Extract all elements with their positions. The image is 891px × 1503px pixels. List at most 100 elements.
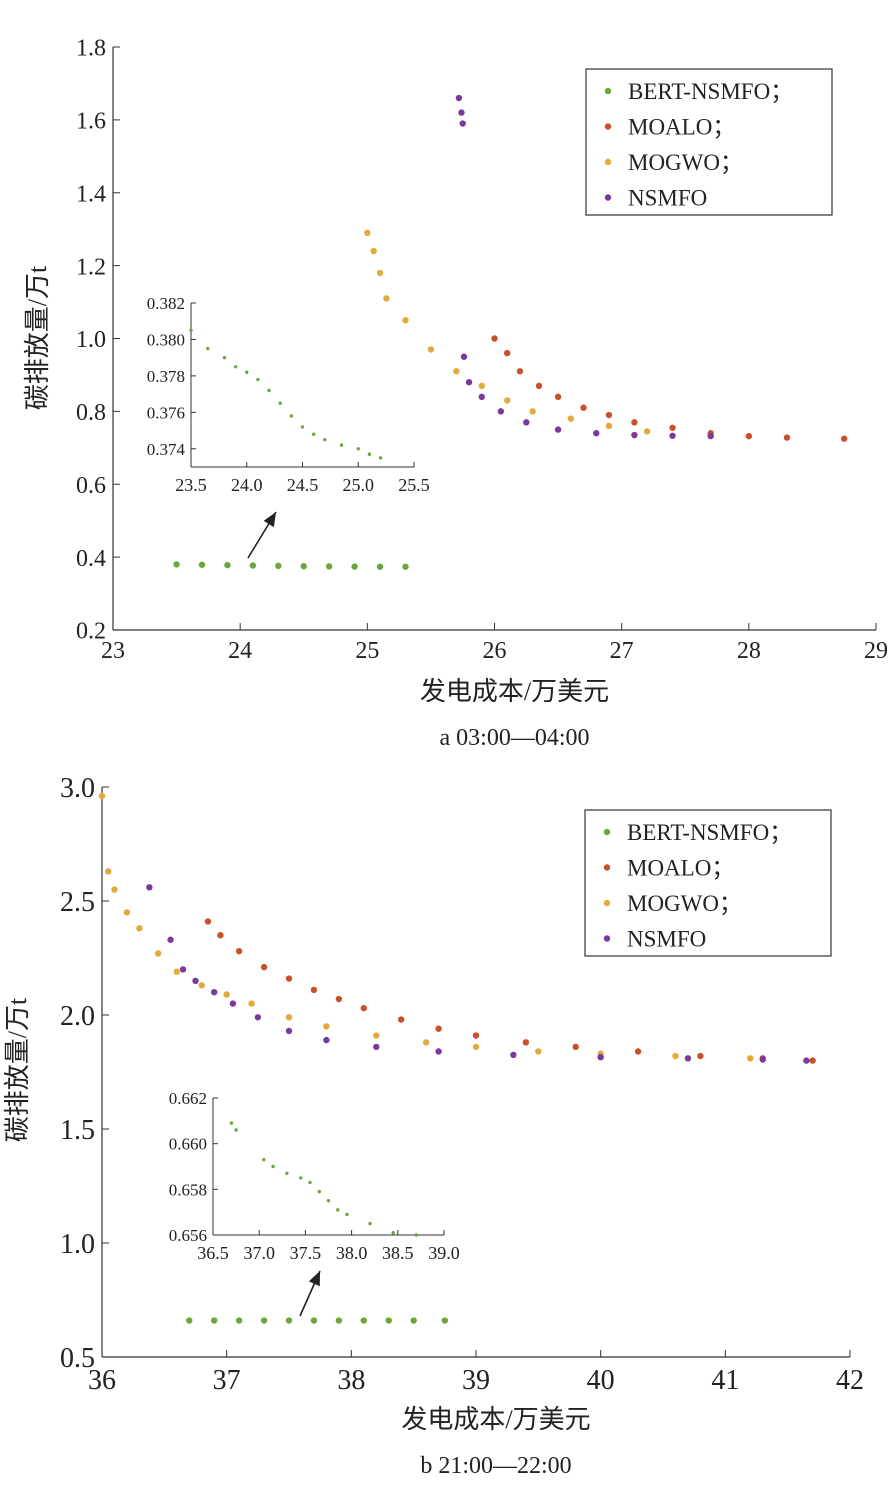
inset-point [336, 1208, 340, 1212]
legend-label: MOALO； [627, 856, 734, 881]
inset-point [206, 346, 210, 351]
inset-point [233, 365, 238, 369]
x-tick-label: 36 [88, 1365, 116, 1396]
inset-point [414, 1233, 418, 1237]
x-tick-label: 28 [737, 638, 761, 664]
x-tick-label: 40 [587, 1365, 615, 1396]
legend-marker [604, 123, 612, 130]
inset-point [289, 414, 294, 418]
inset-point [367, 452, 372, 456]
point-mogwo [173, 968, 180, 975]
point-nsmfo [435, 1048, 442, 1055]
point-nsmfo [192, 977, 199, 984]
inset-x-tick-label: 24.0 [231, 475, 263, 495]
point-moalo [472, 1032, 480, 1039]
point-moalo [204, 918, 212, 925]
x-axis-label: 发电成本/万美元 [420, 677, 609, 706]
inset-x-tick-label: 38.5 [382, 1243, 414, 1263]
y-tick-label: 0.8 [76, 400, 106, 426]
inset-x-tick-label: 39.0 [428, 1243, 460, 1263]
point-mogwo [323, 1023, 330, 1030]
point-mogwo [504, 397, 511, 404]
inset-x-tick-label: 23.5 [175, 475, 207, 495]
inset-point [256, 377, 260, 382]
point-nsmfo [254, 1014, 262, 1021]
inset-point [285, 1171, 289, 1176]
point-nsmfo [465, 379, 473, 386]
inset-point [262, 1157, 266, 1162]
point-nsmfo [497, 408, 505, 415]
point-bert-nsmfo [186, 1317, 193, 1324]
legend-box [585, 68, 833, 216]
inset-point [356, 447, 360, 451]
y-axis-label: 碳排放量/万t [3, 997, 32, 1142]
inset-point [339, 443, 344, 447]
inset-point [245, 370, 249, 374]
point-bert-nsmfo [376, 563, 384, 570]
legend-marker [604, 87, 612, 95]
inset-y-tick-label: 0.656 [169, 1226, 207, 1245]
point-moalo [516, 368, 524, 375]
inset-point [189, 328, 193, 333]
point-moalo [783, 434, 791, 441]
legend-label: NSMFO [628, 186, 707, 211]
point-mogwo [422, 1039, 430, 1046]
point-mogwo [136, 925, 143, 932]
y-tick-label: 0.5 [60, 1343, 95, 1374]
inset-y-tick-label: 0.660 [169, 1135, 207, 1154]
point-mogwo [605, 422, 613, 430]
point-bert-nsmfo [402, 563, 409, 570]
inset-point [323, 437, 327, 442]
inset-y-tick-label: 0.374 [147, 440, 186, 459]
y-tick-label: 3.0 [60, 773, 95, 804]
y-tick-label: 1.0 [76, 327, 106, 353]
point-moalo [522, 1039, 530, 1046]
point-mogwo [402, 317, 409, 324]
legend-box [584, 809, 832, 957]
point-bert-nsmfo [173, 561, 180, 568]
point-moalo [435, 1025, 442, 1032]
inset-x-tick-label: 25.5 [398, 475, 430, 495]
point-bert-nsmfo [441, 1317, 449, 1324]
legend-marker [604, 158, 612, 166]
inset-point [234, 1128, 238, 1132]
legend-marker [604, 194, 612, 201]
point-nsmfo [229, 1000, 237, 1007]
point-moalo [285, 975, 293, 982]
point-mogwo [472, 1043, 480, 1051]
panel-caption: b 21:00—22:00 [420, 1453, 571, 1479]
point-bert-nsmfo [325, 563, 333, 570]
point-nsmfo [455, 94, 463, 102]
point-moalo [580, 404, 587, 411]
inset-y-tick-label: 0.658 [169, 1180, 207, 1199]
point-nsmfo [593, 430, 600, 437]
inset-x-tick-label: 37.0 [243, 1243, 275, 1263]
point-mogwo [373, 1032, 380, 1039]
point-nsmfo [803, 1057, 810, 1064]
inset-arrow-head [263, 512, 276, 528]
point-moalo [841, 435, 848, 442]
point-mogwo [453, 368, 460, 375]
inset-x-tick-label: 37.5 [290, 1243, 322, 1263]
point-mogwo [529, 408, 536, 415]
point-mogwo [123, 909, 131, 916]
point-nsmfo [597, 1053, 604, 1061]
point-nsmfo [510, 1051, 517, 1059]
point-mogwo [427, 346, 435, 353]
y-tick-label: 1.5 [60, 1115, 95, 1146]
legend-marker [603, 935, 611, 942]
point-mogwo [198, 982, 205, 989]
y-tick-label: 1.8 [76, 36, 106, 62]
inset-point [345, 1212, 349, 1217]
point-mogwo [105, 868, 112, 875]
inset-point [299, 1176, 303, 1180]
point-nsmfo [460, 353, 468, 360]
inset-point [391, 1231, 395, 1235]
inset-point [300, 425, 305, 429]
inset-arrow-head [308, 1271, 320, 1287]
point-bert-nsmfo [235, 1317, 243, 1324]
inset-point [326, 1199, 331, 1203]
point-moalo [697, 1052, 704, 1060]
x-tick-label: 27 [610, 638, 634, 664]
inset-y-tick-label: 0.378 [147, 367, 185, 386]
